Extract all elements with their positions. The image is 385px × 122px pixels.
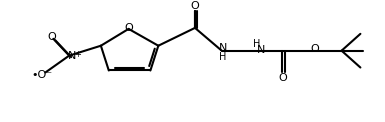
Text: H: H	[253, 39, 260, 49]
Text: O: O	[191, 1, 199, 11]
Text: O: O	[47, 32, 56, 42]
Text: N: N	[68, 51, 76, 61]
Text: O: O	[124, 23, 133, 33]
Text: N: N	[219, 43, 227, 53]
Text: +: +	[75, 50, 82, 59]
Text: H: H	[219, 52, 226, 62]
Text: O: O	[279, 73, 288, 83]
Text: O: O	[310, 44, 319, 54]
Text: •O⁻: •O⁻	[32, 70, 53, 80]
Text: N: N	[257, 45, 266, 55]
